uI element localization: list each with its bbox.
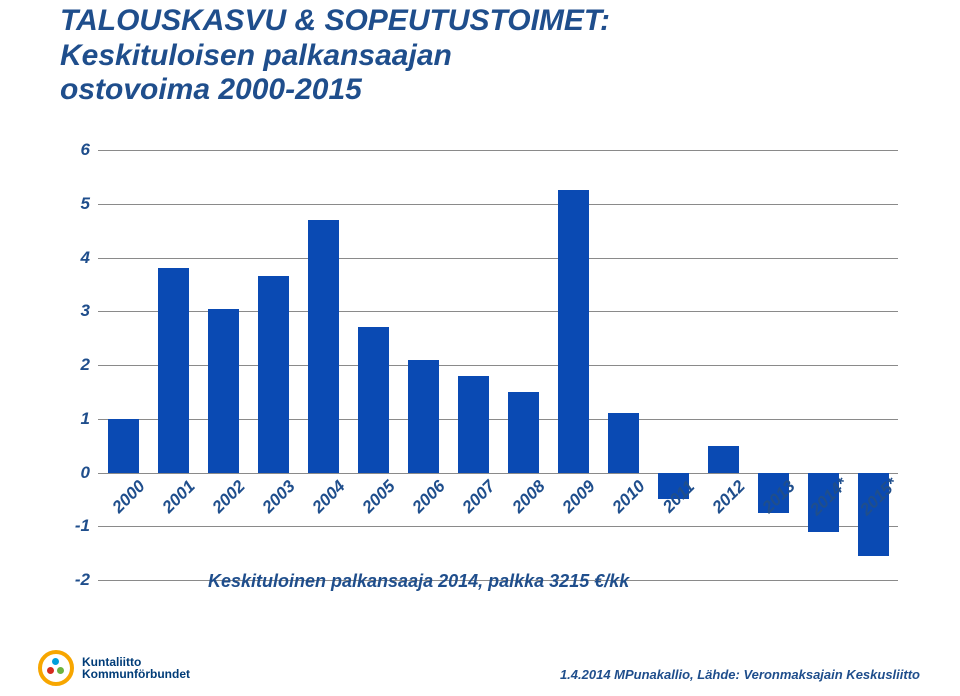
y-axis-label: 5 — [60, 194, 90, 214]
y-axis-label: 3 — [60, 301, 90, 321]
bar — [558, 190, 589, 472]
bar — [458, 376, 489, 473]
bar — [308, 220, 339, 473]
bar — [208, 309, 239, 473]
y-axis-label: 2 — [60, 355, 90, 375]
y-axis-label: 0 — [60, 463, 90, 483]
bar — [108, 419, 139, 473]
bar-chart: 2000200120022003200420052006200720082009… — [60, 150, 898, 580]
footer-org-names: Kuntaliitto Kommunförbundet — [82, 656, 190, 680]
y-axis-label: 4 — [60, 248, 90, 268]
bar — [258, 276, 289, 472]
logo-dot — [47, 667, 54, 674]
bar — [708, 446, 739, 473]
footer-logo-block: Kuntaliitto Kommunförbundet — [38, 650, 190, 686]
y-axis-label: 1 — [60, 409, 90, 429]
org-name-2: Kommunförbundet — [82, 668, 190, 680]
bar — [358, 327, 389, 472]
source-note: 1.4.2014 MPunakallio, Lähde: Veronmaksaj… — [560, 667, 920, 682]
bar — [508, 392, 539, 473]
plot-area: 2000200120022003200420052006200720082009… — [98, 150, 898, 580]
slide-title: TALOUSKASVU & SOPEUTUSTOIMET: Keskituloi… — [60, 4, 920, 108]
bar — [608, 413, 639, 472]
bar — [158, 268, 189, 472]
logo-dot — [52, 658, 59, 665]
y-axis-label: -1 — [60, 516, 90, 536]
slide: TALOUSKASVU & SOPEUTUSTOIMET: Keskituloi… — [0, 0, 960, 696]
y-axis-label: 6 — [60, 140, 90, 160]
kuntaliitto-logo — [38, 650, 74, 686]
y-axis-label: -2 — [60, 570, 90, 590]
logo-dot — [57, 667, 64, 674]
bar — [408, 360, 439, 473]
chart-subtitle: Keskituloinen palkansaaja 2014, palkka 3… — [208, 571, 629, 592]
